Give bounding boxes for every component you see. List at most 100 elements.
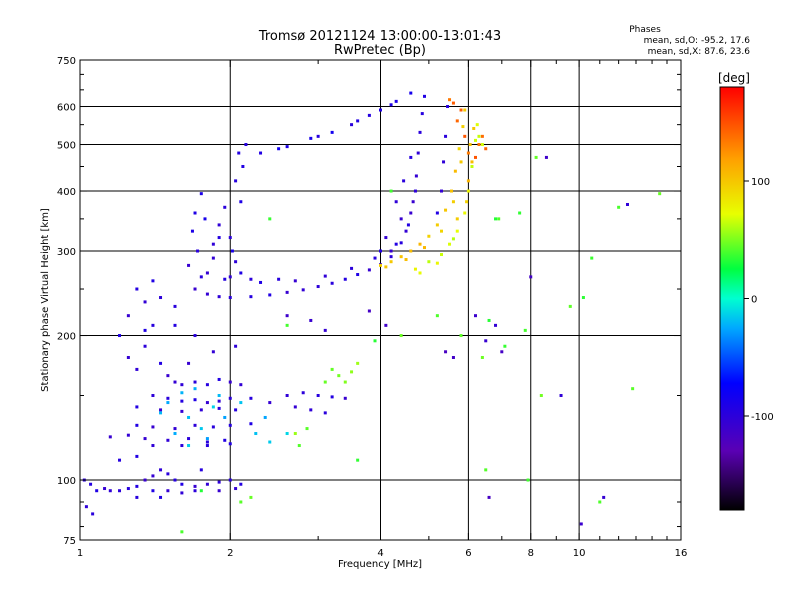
data-point (379, 263, 382, 267)
data-point (373, 256, 377, 260)
data-point (409, 155, 413, 159)
data-point (223, 438, 227, 442)
data-point (135, 495, 139, 499)
data-point (367, 309, 371, 313)
data-point (448, 98, 452, 102)
data-point (559, 394, 563, 398)
data-point (323, 380, 327, 384)
data-point (173, 304, 177, 308)
data-point (285, 323, 289, 327)
data-point (581, 296, 585, 300)
data-point (199, 408, 203, 412)
data-point (451, 200, 455, 204)
data-point (350, 266, 354, 270)
data-point (159, 361, 163, 365)
data-point (463, 134, 467, 138)
data-point (187, 361, 191, 365)
data-point (420, 112, 424, 116)
data-point (159, 411, 163, 415)
scatter-points (82, 91, 662, 534)
data-point (579, 522, 583, 526)
data-point (418, 242, 422, 246)
data-point (451, 355, 455, 359)
data-point (323, 274, 327, 278)
data-point (472, 126, 476, 130)
data-point (422, 94, 426, 98)
data-point (143, 344, 147, 348)
data-point (444, 134, 448, 138)
data-point (442, 160, 446, 164)
data-point (451, 237, 455, 241)
data-point (399, 255, 403, 259)
data-point (166, 374, 170, 378)
data-point (309, 318, 313, 322)
data-point (379, 249, 382, 253)
data-point (228, 442, 232, 446)
data-point (316, 394, 320, 398)
data-point (305, 427, 309, 431)
data-point (480, 355, 484, 359)
data-point (399, 217, 403, 221)
data-point (126, 487, 130, 491)
data-point (126, 433, 130, 437)
data-point (343, 380, 347, 384)
data-point (544, 155, 548, 159)
stats-heading: Phases (629, 25, 661, 35)
data-point (135, 423, 139, 427)
data-point (108, 489, 112, 493)
x-axis-ticks: 1 2 4 6 8 10 16 (77, 60, 688, 559)
data-point (487, 318, 491, 322)
data-point (455, 119, 459, 123)
data-point (337, 374, 341, 378)
data-point (568, 304, 572, 308)
data-point (199, 427, 203, 431)
data-point (399, 241, 403, 245)
data-point (418, 271, 422, 275)
data-point (526, 478, 530, 482)
data-point (217, 377, 221, 381)
data-point (435, 223, 439, 227)
data-point (534, 155, 538, 159)
data-point (159, 296, 163, 300)
data-point (151, 323, 155, 327)
data-point (196, 249, 200, 253)
data-point (151, 394, 155, 398)
data-point (330, 130, 334, 134)
data-point (487, 495, 491, 499)
data-point (187, 263, 191, 267)
data-point (205, 437, 209, 441)
data-point (173, 427, 177, 431)
data-point (330, 395, 334, 399)
x-tick-label: 16 (675, 548, 688, 559)
data-point (91, 512, 95, 516)
data-point (285, 290, 289, 294)
data-point (187, 415, 191, 419)
data-point (211, 350, 215, 354)
data-point (151, 489, 155, 493)
data-point (309, 136, 313, 140)
data-point (268, 401, 272, 405)
data-point (518, 211, 522, 215)
data-point (151, 279, 155, 283)
data-point (135, 405, 139, 409)
data-point (484, 147, 488, 151)
colorbar-tick-label: 0 (751, 295, 757, 306)
data-point (180, 391, 184, 395)
data-point (389, 189, 393, 193)
data-point (84, 505, 88, 509)
data-point (484, 468, 488, 472)
y-axis-label: Stationary phase Virtual Height [km] (40, 208, 51, 392)
data-point (217, 394, 221, 398)
y-tick-label: 500 (57, 141, 76, 152)
data-point (384, 236, 388, 240)
data-point (523, 328, 527, 332)
data-point (263, 415, 267, 419)
data-point (203, 217, 207, 221)
data-point (658, 192, 662, 196)
data-point (356, 361, 360, 365)
data-point (293, 405, 297, 409)
data-point (285, 432, 289, 436)
data-point (135, 287, 139, 291)
data-point (223, 277, 227, 281)
data-point (367, 113, 371, 117)
